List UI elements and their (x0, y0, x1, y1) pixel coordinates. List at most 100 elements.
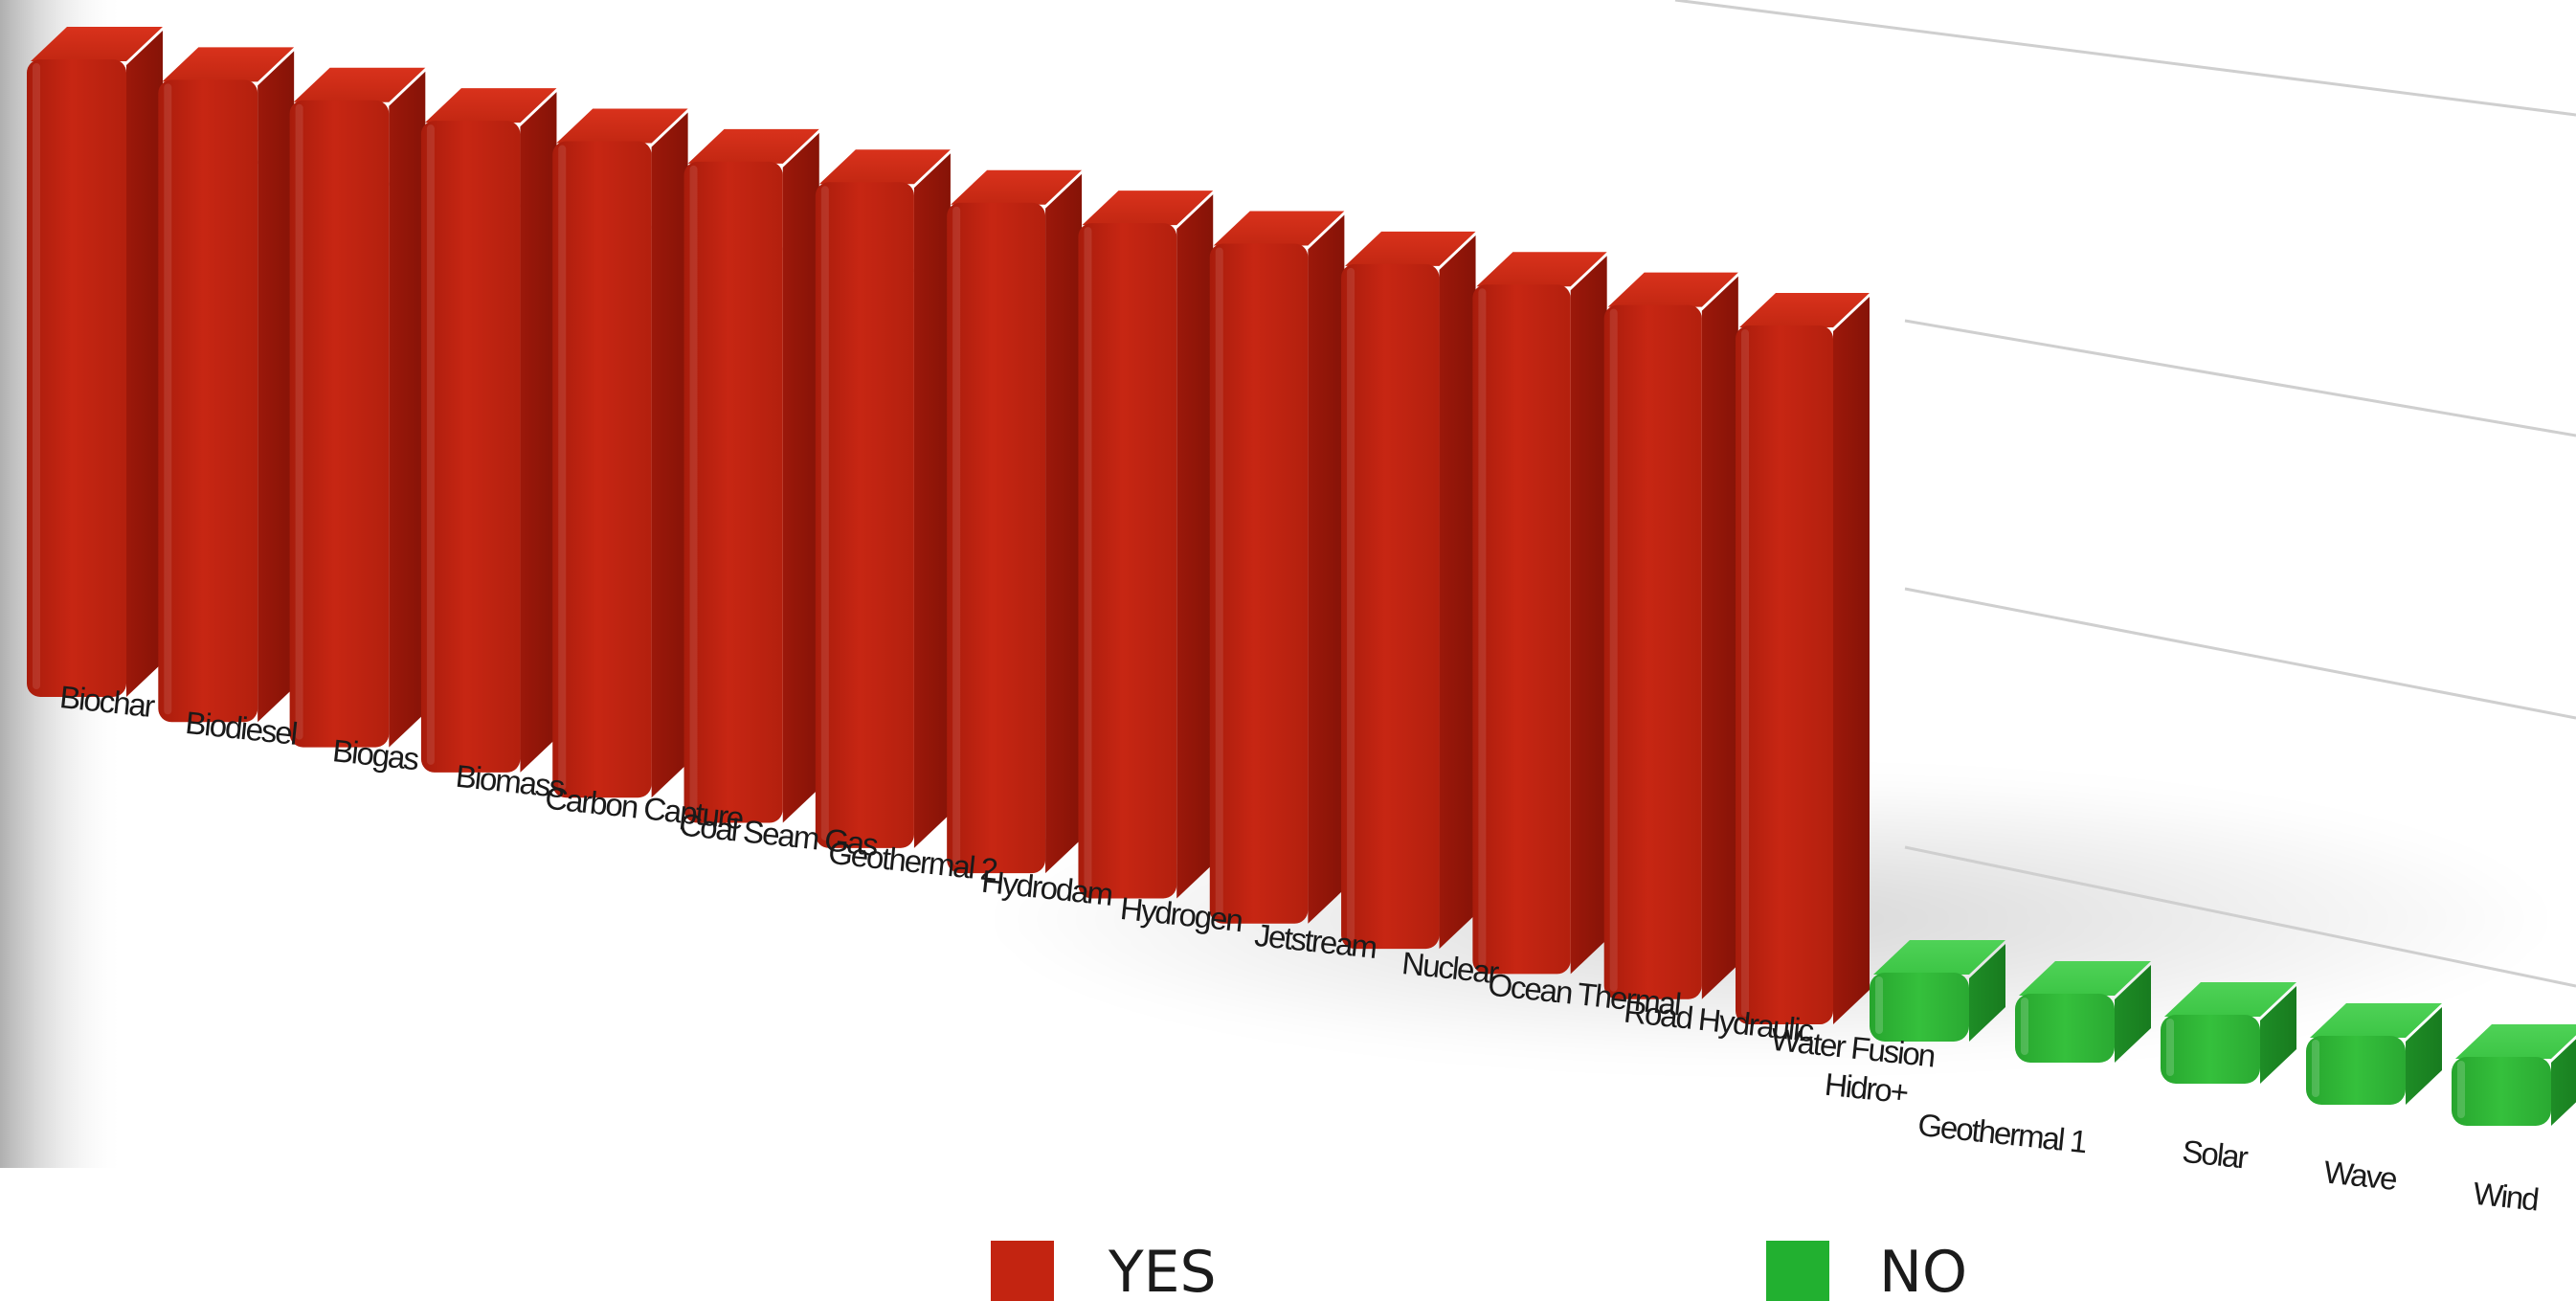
category-label: Hidro+ (1823, 1066, 1909, 1110)
bar-side-face (2551, 1039, 2576, 1126)
bar-highlight (1875, 976, 1883, 1034)
bar-top-face (2164, 982, 2296, 1017)
bar-front-face (1341, 263, 1440, 950)
bar-highlight (952, 206, 961, 866)
bar-highlight (1741, 329, 1749, 1017)
bar-top-face (2455, 1024, 2576, 1059)
bar-side-face (782, 132, 819, 823)
bar-highlight (1215, 247, 1223, 916)
bar-front-face (1209, 243, 1309, 924)
bar-top-face (1873, 940, 2005, 975)
bar-yes (27, 27, 163, 697)
legend-swatch (991, 1241, 1054, 1301)
bar-front-face (683, 161, 783, 823)
bar-top-face (556, 108, 688, 144)
bar-side-face (651, 112, 688, 798)
bar-side-face (1701, 276, 1738, 999)
bar-yes (552, 108, 688, 798)
bar-side-face (1570, 256, 1607, 975)
bar-top-face (818, 149, 951, 185)
bar-side-face (258, 51, 295, 723)
bar-front-face (1078, 223, 1177, 899)
bar-yes (1603, 272, 1738, 999)
bar-top-face (2310, 1003, 2442, 1038)
bar-top-face (2019, 961, 2151, 996)
bar-no (1870, 940, 2005, 1042)
bar-highlight (2457, 1061, 2465, 1118)
bar-yes (1078, 191, 1214, 899)
grid-line (1904, 319, 2576, 437)
bar-side-face (520, 92, 557, 773)
category-label: Solar (2181, 1133, 2251, 1176)
bar-yes (947, 169, 1083, 874)
bar-yes (1472, 252, 1607, 975)
bar-top-face (162, 47, 295, 82)
category-label: Wind (2472, 1176, 2540, 1218)
bar-top-face (31, 27, 163, 61)
bar-side-face (1308, 214, 1345, 924)
bar-highlight (426, 124, 435, 765)
bar-yes (158, 47, 295, 723)
bar-front-face (552, 141, 652, 798)
category-label: Wave (2322, 1154, 2398, 1197)
bar-highlight (164, 83, 172, 715)
bar-no (2452, 1024, 2576, 1126)
bar-front-face (1603, 304, 1702, 999)
bar-top-face (1739, 293, 1870, 327)
bar-front-face (158, 79, 258, 723)
bar-front-face (420, 121, 521, 773)
bar-top-face (1607, 272, 1738, 307)
bar-front-face (947, 202, 1046, 874)
bar-front-face (289, 100, 390, 748)
bar-top-face (687, 128, 819, 164)
bar-side-face (1176, 194, 1214, 899)
bar-front-face (2015, 994, 2115, 1063)
category-label: Biodiesel (184, 705, 299, 751)
bar-side-face (389, 71, 426, 748)
bar-yes (420, 88, 557, 773)
bar-highlight (820, 186, 829, 841)
bar-highlight (295, 103, 303, 740)
bar-yes (1736, 293, 1870, 1024)
bar-front-face (2452, 1057, 2551, 1126)
category-label: Geothermal 1 (1916, 1107, 2088, 1159)
legend-item: YES (991, 1239, 1217, 1301)
bar-highlight (1478, 288, 1487, 967)
bar-highlight (2312, 1040, 2319, 1097)
bar-highlight (1347, 267, 1355, 942)
bar-top-face (293, 67, 426, 102)
bar-side-face (126, 31, 163, 697)
bar-side-face (1439, 235, 1476, 950)
bar-highlight (1609, 308, 1618, 992)
bar-top-face (1345, 231, 1476, 266)
bar-no (2015, 961, 2151, 1063)
bar-side-face (2260, 986, 2296, 1084)
bar-side-face (913, 153, 951, 848)
legend-label: NO (1879, 1239, 1967, 1301)
bar-yes (1341, 231, 1476, 950)
bar-front-face (1736, 325, 1833, 1024)
bar-side-face (1969, 944, 2005, 1042)
bar-highlight (2166, 1019, 2174, 1076)
bar-yes (815, 149, 951, 848)
bar-side-face (2115, 965, 2151, 1063)
bar-top-face (1213, 211, 1345, 246)
bar-front-face (2161, 1015, 2260, 1084)
bar-no (2306, 1003, 2442, 1105)
bar-highlight (2021, 998, 2028, 1055)
legend-item: NO (1766, 1239, 1967, 1301)
bar-top-face (1476, 252, 1607, 287)
bar-yes (289, 67, 426, 748)
category-label: Biogas (331, 732, 421, 776)
grid-line (1904, 845, 2576, 988)
bar-top-face (951, 169, 1083, 205)
bar-highlight (689, 165, 698, 816)
bar-highlight (33, 63, 40, 689)
grid-line (1904, 587, 2576, 720)
bar-front-face (1870, 973, 1969, 1042)
bar-yes (1209, 211, 1345, 924)
bar-side-face (2406, 1007, 2442, 1105)
bar-side-face (1833, 297, 1870, 1024)
